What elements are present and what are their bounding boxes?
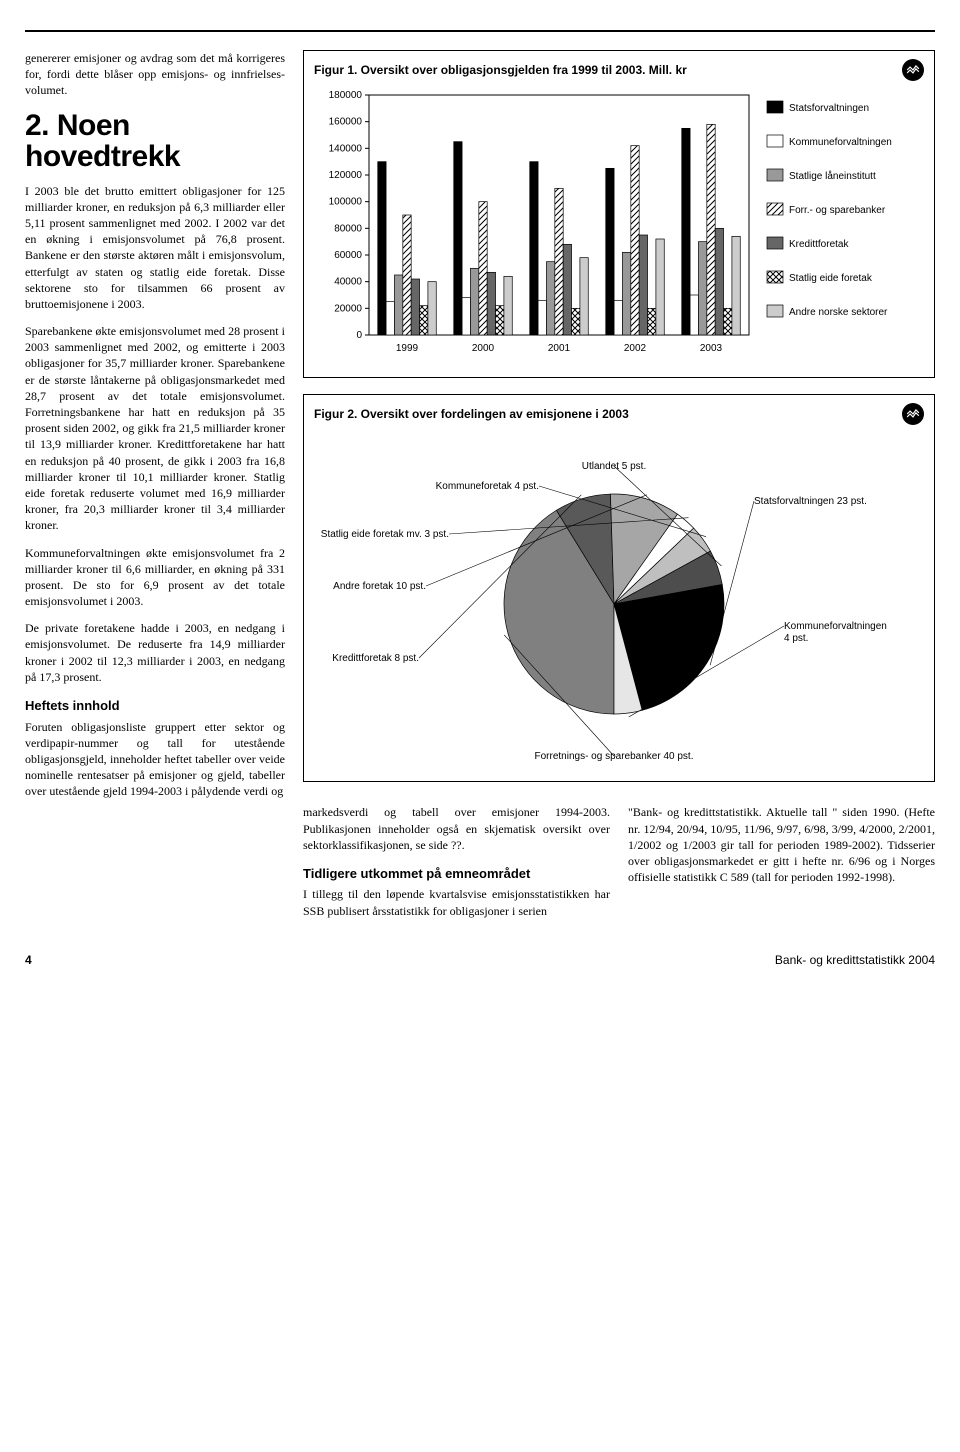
bottom-col1-heading: Tidligere utkommet på emne­området	[303, 865, 610, 883]
section-heading: 2. Noen hovedtrekk	[25, 110, 285, 173]
para-4: Kommuneforvaltningen økte emisjons­volum…	[25, 545, 285, 610]
svg-text:Kredittforetak: Kredittforetak	[789, 239, 849, 250]
svg-text:180000: 180000	[329, 90, 363, 101]
figure-1-chart: 0 20000 40000 60000 80000 100000 120000 140000 1…	[314, 85, 914, 365]
page-footer: 4 Bank- og kredittstatistikk 2004	[25, 952, 935, 968]
svg-text:140000: 140000	[329, 143, 363, 154]
page-number: 4	[25, 952, 32, 968]
chart-icon	[902, 403, 924, 425]
right-column: Figur 1. Oversikt over obligasjonsgjelde…	[303, 50, 935, 930]
bottom-col2: "Bank- og kredittstatistikk. Aktuelle ta…	[628, 804, 935, 885]
svg-text:Statlig eide foretak mv. 3 ps: Statlig eide foretak mv. 3 pst.	[321, 529, 449, 540]
svg-text:100000: 100000	[329, 197, 363, 208]
svg-text:Statlig eide foretak: Statlig eide foretak	[789, 273, 873, 284]
svg-text:60000: 60000	[334, 250, 362, 261]
svg-text:Statsforvaltningen 23 pst.: Statsforvaltningen 23 pst.	[754, 496, 867, 507]
svg-text:Forr.- og sparebanker: Forr.- og sparebanker	[789, 205, 886, 216]
publication-name: Bank- og kredittstatistikk 2004	[775, 952, 935, 968]
svg-text:2001: 2001	[548, 343, 571, 354]
bottom-columns: markedsverdi og tabell over emisjoner 19…	[303, 804, 935, 929]
svg-text:Kommuneforvaltningen4 pst.: Kommuneforvaltningen4 pst.	[784, 621, 887, 644]
svg-text:20000: 20000	[334, 303, 362, 314]
left-column: genererer emisjoner og avdrag som det må…	[25, 50, 285, 930]
svg-text:Forretnings- og sparebanker 4: Forretnings- og sparebanker 40 pst.	[535, 751, 694, 762]
svg-text:Statlige låneinstitutt: Statlige låneinstitutt	[789, 170, 876, 182]
svg-text:Andre norske sektorer: Andre norske sektorer	[789, 307, 888, 318]
svg-text:80000: 80000	[334, 223, 362, 234]
para-3: Sparebankene økte emisjonsvolumet med 28…	[25, 323, 285, 533]
svg-text:Kommuneforvaltningen: Kommuneforvaltningen	[789, 137, 892, 148]
svg-text:40000: 40000	[334, 277, 362, 288]
chart-icon	[902, 59, 924, 81]
top-rule	[25, 30, 935, 32]
figure-1: Figur 1. Oversikt over obligasjonsgjelde…	[303, 50, 935, 378]
para-5: De private foretakene hadde i 2003, en n…	[25, 620, 285, 685]
svg-text:2003: 2003	[700, 343, 723, 354]
svg-text:1999: 1999	[396, 343, 419, 354]
para-6: Foruten obligasjonsliste gruppert etter …	[25, 719, 285, 800]
bottom-col1a: markedsverdi og tabell over emisjoner 19…	[303, 804, 610, 853]
para-2: I 2003 ble det brutto emittert obligasjo…	[25, 183, 285, 313]
svg-text:Statsforvaltningen: Statsforvaltningen	[789, 103, 869, 114]
svg-text:160000: 160000	[329, 117, 363, 128]
para-intro: genererer emisjoner og avdrag som det må…	[25, 50, 285, 99]
figure-2-title: Figur 2. Oversikt over fordelingen av em…	[314, 406, 629, 422]
svg-text:2002: 2002	[624, 343, 647, 354]
svg-text:Andre foretak 10 pst.: Andre foretak 10 pst.	[333, 581, 426, 592]
svg-text:120000: 120000	[329, 170, 363, 181]
bottom-col1b: I tillegg til den løpende kvartalsvise e…	[303, 886, 610, 918]
figure-1-title: Figur 1. Oversikt over obligasjonsgjelde…	[314, 62, 687, 78]
figure-2-chart: Forretnings- og sparebanker 40 pst. Kredi…	[314, 429, 914, 769]
heftets-heading: Heftets innhold	[25, 697, 285, 715]
svg-text:Kredittforetak 8 pst.: Kredittforetak 8 pst.	[332, 653, 419, 664]
svg-text:Utlandet 5 pst.: Utlandet 5 pst.	[582, 461, 646, 472]
svg-text:0: 0	[356, 330, 362, 341]
svg-text:Kommuneforetak 4 pst.: Kommuneforetak 4 pst.	[436, 481, 539, 492]
svg-text:2000: 2000	[472, 343, 495, 354]
figure-2: Figur 2. Oversikt over fordelingen av em…	[303, 394, 935, 782]
